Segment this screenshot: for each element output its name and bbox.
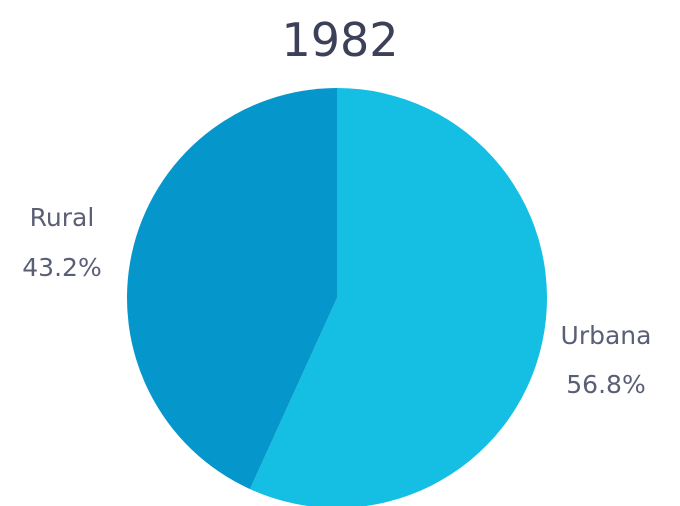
- slice-label-urbana: Urbana: [561, 321, 652, 350]
- pie-slices: [127, 88, 547, 506]
- chart-title: 1982: [281, 13, 398, 67]
- slice-labels: Urbana 56.8% Rural 43.2%: [22, 203, 651, 399]
- slice-label-rural: Rural: [30, 203, 95, 232]
- slice-value-urbana: 56.8%: [566, 370, 645, 399]
- pie-slice-urbana: [249, 88, 547, 506]
- slice-value-rural: 43.2%: [22, 253, 101, 282]
- pie-slice-rural: [127, 88, 337, 490]
